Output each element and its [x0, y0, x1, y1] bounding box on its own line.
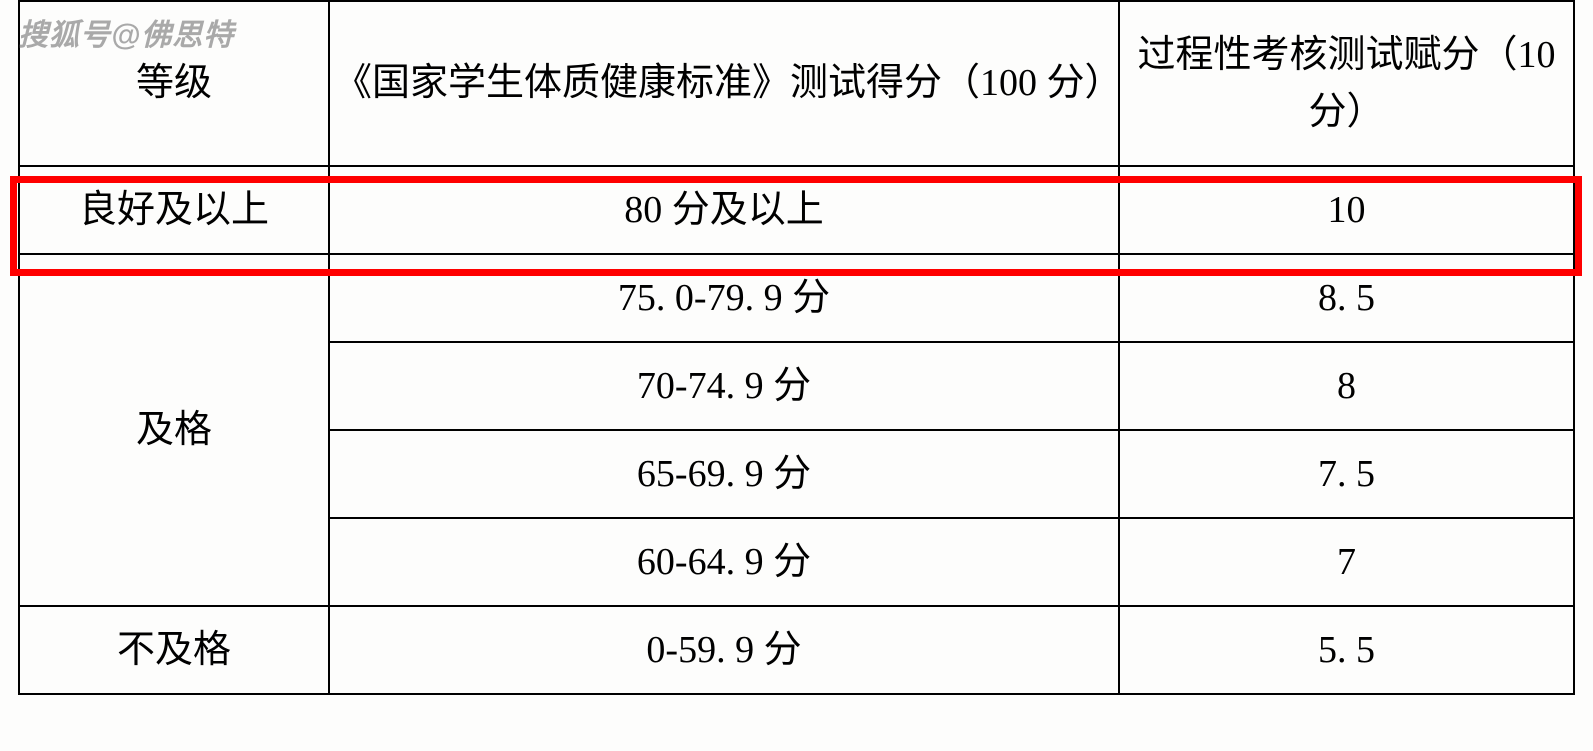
score-table-container: 等级 《国家学生体质健康标准》测试得分（100 分） 过程性考核测试赋分（10 …: [0, 0, 1593, 695]
header-test-score: 《国家学生体质健康标准》测试得分（100 分）: [329, 1, 1119, 166]
cell-test-score: 70-74. 9 分: [329, 342, 1119, 430]
cell-test-score: 0-59. 9 分: [329, 606, 1119, 694]
table-header-row: 等级 《国家学生体质健康标准》测试得分（100 分） 过程性考核测试赋分（10 …: [19, 1, 1574, 166]
cell-test-score: 60-64. 9 分: [329, 518, 1119, 606]
cell-assigned-score: 7. 5: [1119, 430, 1574, 518]
cell-test-score: 80 分及以上: [329, 166, 1119, 254]
cell-assigned-score: 10: [1119, 166, 1574, 254]
cell-assigned-score: 5. 5: [1119, 606, 1574, 694]
table-row: 良好及以上 80 分及以上 10: [19, 166, 1574, 254]
cell-test-score: 65-69. 9 分: [329, 430, 1119, 518]
cell-assigned-score: 7: [1119, 518, 1574, 606]
table-row: 不及格 0-59. 9 分 5. 5: [19, 606, 1574, 694]
cell-grade: 不及格: [19, 606, 329, 694]
cell-grade: 良好及以上: [19, 166, 329, 254]
cell-grade: 及格: [19, 254, 329, 606]
cell-assigned-score: 8: [1119, 342, 1574, 430]
cell-assigned-score: 8. 5: [1119, 254, 1574, 342]
table-row: 及格 75. 0-79. 9 分 8. 5: [19, 254, 1574, 342]
watermark-text: 搜狐号@佛思特: [18, 10, 234, 54]
header-assigned-score: 过程性考核测试赋分（10 分）: [1119, 1, 1574, 166]
cell-test-score: 75. 0-79. 9 分: [329, 254, 1119, 342]
score-table: 等级 《国家学生体质健康标准》测试得分（100 分） 过程性考核测试赋分（10 …: [18, 0, 1575, 695]
